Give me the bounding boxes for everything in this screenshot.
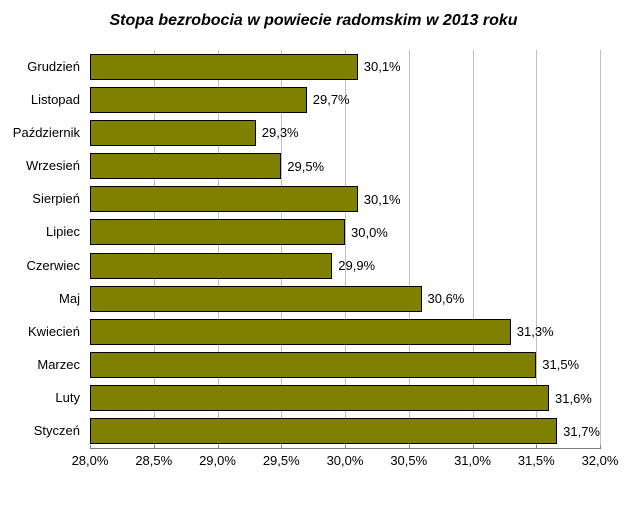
bar <box>90 385 549 411</box>
x-tick-label: 31,5% <box>518 453 555 468</box>
bar-row: 30,1% <box>90 54 600 80</box>
bar-row: 31,3% <box>90 319 600 345</box>
x-tick-mark <box>154 445 155 449</box>
x-tick-mark <box>409 445 410 449</box>
x-tick-label: 30,5% <box>390 453 427 468</box>
bar-row: 31,6% <box>90 385 600 411</box>
bar-row: 29,9% <box>90 253 600 279</box>
gridline <box>600 50 601 448</box>
bar-row: 29,7% <box>90 87 600 113</box>
bar-value-label: 30,1% <box>358 192 401 207</box>
bar <box>90 153 281 179</box>
category-label: Wrzesień <box>0 153 84 179</box>
chart-title: Stopa bezrobocia w powiecie radomskim w … <box>0 0 627 40</box>
x-axis: 28,0%28,5%29,0%29,5%30,0%30,5%31,0%31,5%… <box>90 448 600 470</box>
bar <box>90 253 332 279</box>
bar <box>90 418 557 444</box>
bar-value-label: 30,6% <box>422 291 465 306</box>
x-tick-mark <box>281 445 282 449</box>
bar-row: 29,3% <box>90 120 600 146</box>
category-label: Październik <box>0 120 84 146</box>
bar-value-label: 31,7% <box>557 424 600 439</box>
bar-value-label: 30,0% <box>345 225 388 240</box>
bar-row: 31,5% <box>90 352 600 378</box>
x-tick-label: 28,5% <box>135 453 172 468</box>
category-label: Marzec <box>0 352 84 378</box>
bar <box>90 120 256 146</box>
bar <box>90 352 536 378</box>
bars-region: 30,1% 29,7% 29,3% 29,5% 30,1% 30,0% 29,9% 30,6%… <box>90 50 600 448</box>
x-tick-label: 31,0% <box>454 453 491 468</box>
category-label: Lipiec <box>0 219 84 245</box>
bar-row: 29,5% <box>90 153 600 179</box>
bar <box>90 319 511 345</box>
bar-row: 30,1% <box>90 186 600 212</box>
bar-row: 30,6% <box>90 286 600 312</box>
x-tick-mark <box>218 445 219 449</box>
x-tick-label: 29,5% <box>263 453 300 468</box>
bar <box>90 286 422 312</box>
x-tick-label: 32,0% <box>582 453 619 468</box>
unemployment-chart: Stopa bezrobocia w powiecie radomskim w … <box>0 0 627 516</box>
category-label: Sierpień <box>0 186 84 212</box>
x-tick-mark <box>473 445 474 449</box>
bar-value-label: 31,5% <box>536 357 579 372</box>
bar-value-label: 30,1% <box>358 59 401 74</box>
x-tick-label: 28,0% <box>72 453 109 468</box>
x-tick-label: 29,0% <box>199 453 236 468</box>
x-tick-mark <box>536 445 537 449</box>
category-label: Maj <box>0 286 84 312</box>
x-tick-mark <box>600 445 601 449</box>
bar-value-label: 29,5% <box>281 159 324 174</box>
bar-value-label: 29,9% <box>332 258 375 273</box>
bar <box>90 186 358 212</box>
y-axis-labels: Grudzień Listopad Październik Wrzesień Sierp… <box>0 50 84 448</box>
bar-value-label: 31,6% <box>549 391 592 406</box>
category-label: Listopad <box>0 87 84 113</box>
bar-value-label: 29,3% <box>256 125 299 140</box>
bar-value-label: 29,7% <box>307 92 350 107</box>
category-label: Czerwiec <box>0 253 84 279</box>
bar-value-label: 31,3% <box>511 324 554 339</box>
x-tick-label: 30,0% <box>327 453 364 468</box>
bar <box>90 87 307 113</box>
plot-area: 30,1% 29,7% 29,3% 29,5% 30,1% 30,0% 29,9% 30,6%… <box>90 50 600 470</box>
bar <box>90 219 345 245</box>
category-label: Grudzień <box>0 54 84 80</box>
x-tick-mark <box>90 445 91 449</box>
bar-row: 31,7% <box>90 418 600 444</box>
category-label: Styczeń <box>0 418 84 444</box>
x-tick-mark <box>345 445 346 449</box>
category-label: Kwiecień <box>0 319 84 345</box>
bar-row: 30,0% <box>90 219 600 245</box>
bar <box>90 54 358 80</box>
category-label: Luty <box>0 385 84 411</box>
